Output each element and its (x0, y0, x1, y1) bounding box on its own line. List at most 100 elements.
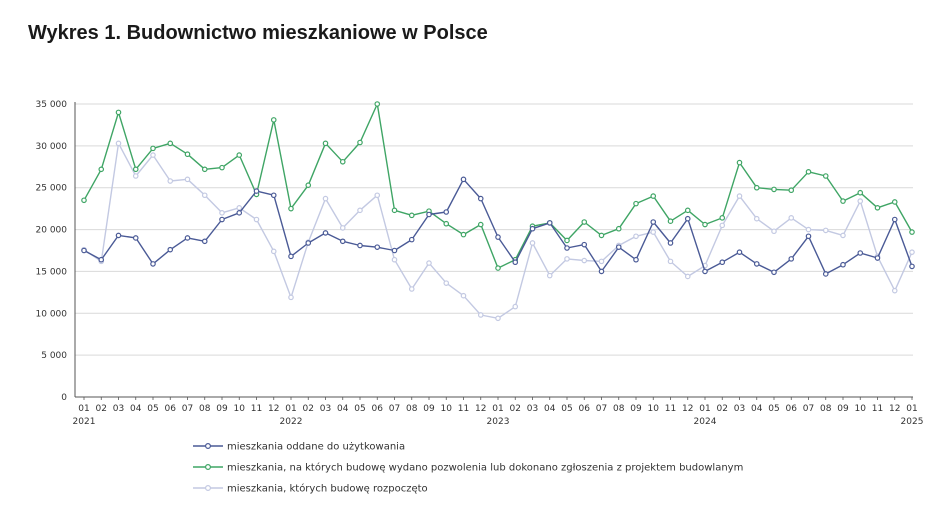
x-tick-label: 05 (147, 404, 158, 414)
data-point (512, 259, 519, 266)
series-line-0 (83, 178, 913, 275)
x-tick-label: 08 (820, 404, 832, 414)
data-point (736, 193, 743, 199)
data-point (771, 269, 777, 276)
x-tick-label: 01 (699, 404, 710, 414)
legend-label: mieszkania, których budowę rozpoczęto (227, 483, 428, 495)
data-point (615, 244, 622, 250)
data-point (408, 212, 415, 219)
data-point (753, 261, 760, 267)
data-point (495, 265, 501, 271)
x-tick-label: 06 (579, 404, 591, 414)
x-year-label: 2023 (487, 417, 510, 427)
x-tick-label: 02 (510, 404, 521, 414)
data-point (667, 218, 674, 225)
x-year-label: 2024 (694, 417, 717, 427)
y-tick-label: 0 (61, 393, 67, 403)
data-point (822, 227, 829, 234)
x-tick-label: 04 (544, 404, 556, 414)
series-line-1 (83, 103, 913, 269)
data-point (633, 233, 639, 240)
data-point (477, 195, 484, 202)
data-point (270, 117, 277, 123)
data-point (443, 220, 450, 227)
data-point (857, 189, 864, 196)
data-point (184, 235, 191, 241)
data-point (167, 246, 174, 253)
data-point (495, 315, 501, 322)
x-tick-label: 11 (872, 404, 883, 414)
data-point (633, 200, 639, 207)
data-point (460, 231, 467, 238)
data-point (391, 247, 398, 254)
x-tick-label: 04 (130, 404, 142, 414)
x-tick-label: 01 (492, 404, 503, 414)
legend-label: mieszkania oddane do użytkowania (227, 442, 405, 453)
data-point (115, 109, 122, 116)
x-tick-label: 07 (389, 404, 400, 414)
data-point (201, 238, 208, 245)
y-tick-label: 20 000 (36, 226, 68, 236)
data-point (253, 188, 260, 194)
data-point (305, 240, 312, 246)
data-point (891, 287, 898, 294)
data-point (598, 232, 605, 239)
y-tick-label: 5 000 (41, 351, 67, 361)
data-point (115, 232, 122, 239)
data-point (771, 228, 777, 235)
data-point (219, 216, 225, 223)
data-point (150, 261, 156, 267)
x-tick-label: 09 (423, 404, 435, 414)
x-tick-label: 05 (768, 404, 779, 414)
data-point (909, 229, 915, 235)
data-point (719, 222, 726, 229)
data-point (408, 286, 415, 292)
data-point (270, 248, 277, 255)
data-point (236, 205, 243, 211)
data-point (460, 292, 467, 299)
data-point (132, 166, 139, 173)
data-point (184, 176, 191, 183)
data-point (529, 225, 536, 232)
data-point (426, 260, 432, 266)
x-tick-label: 10 (441, 404, 453, 414)
data-point (167, 178, 174, 184)
data-point (581, 219, 588, 225)
data-point (581, 241, 588, 248)
data-point (98, 256, 105, 263)
data-point (374, 101, 381, 107)
data-point (564, 256, 570, 262)
data-point (719, 259, 726, 266)
x-tick-label: 05 (354, 404, 365, 414)
data-point (822, 271, 829, 277)
data-point (288, 294, 294, 301)
y-tick-label: 30 000 (36, 142, 68, 152)
data-point (98, 166, 105, 173)
data-point (598, 258, 605, 265)
x-tick-label: 12 (268, 404, 279, 414)
data-point (615, 225, 622, 232)
x-tick-label: 11 (665, 404, 676, 414)
data-point (719, 215, 726, 221)
data-point (167, 140, 174, 147)
x-tick-label: 04 (337, 404, 349, 414)
data-point (581, 257, 588, 264)
y-tick-label: 15 000 (36, 267, 68, 277)
x-tick-label: 10 (234, 404, 246, 414)
data-point (909, 249, 915, 255)
data-point (236, 152, 243, 158)
x-tick-label: 01 (285, 404, 296, 414)
data-point (667, 258, 674, 265)
data-point (788, 215, 795, 221)
data-point (909, 263, 915, 270)
data-point (408, 236, 415, 243)
x-tick-label: 11 (251, 404, 262, 414)
data-point (702, 268, 708, 275)
data-point (132, 173, 139, 179)
x-tick-label: 06 (372, 404, 384, 414)
data-point (857, 198, 864, 204)
x-tick-label: 07 (596, 404, 607, 414)
data-point (184, 151, 191, 158)
data-point (805, 169, 812, 175)
